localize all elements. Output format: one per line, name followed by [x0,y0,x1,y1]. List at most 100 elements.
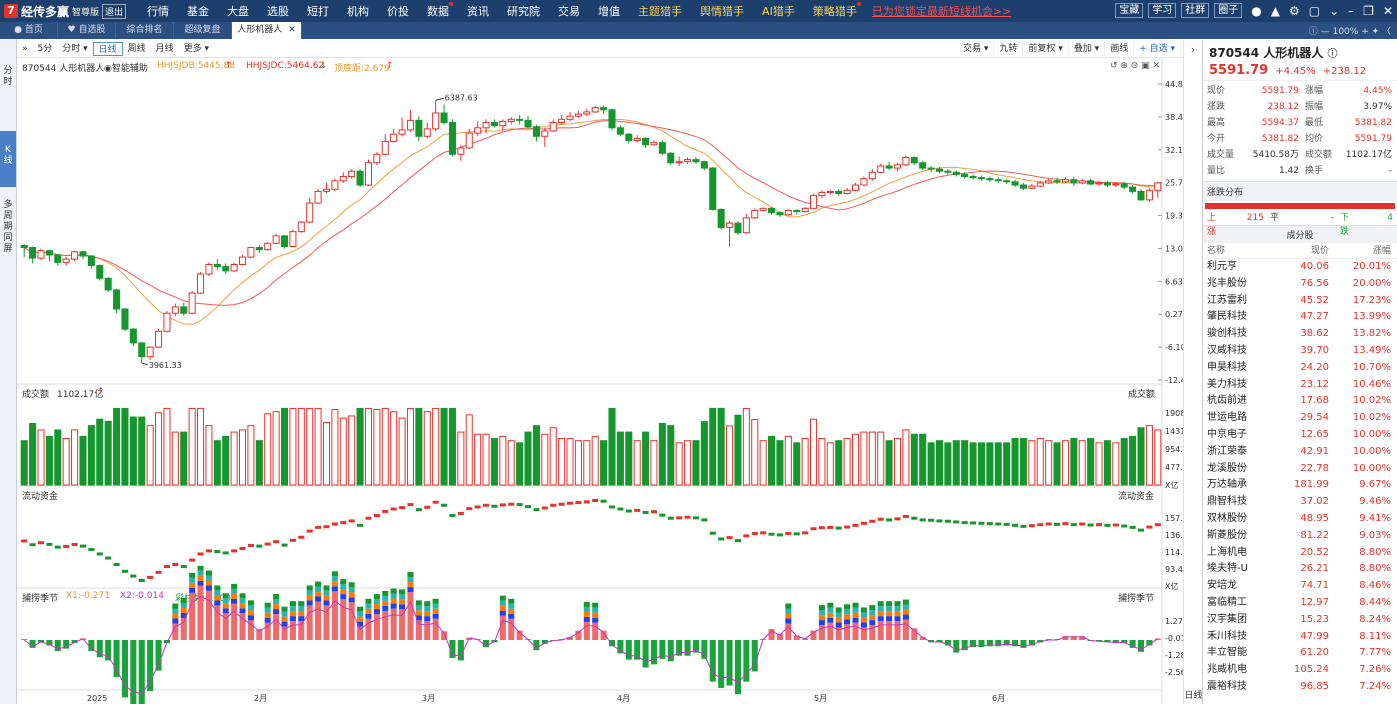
trade-menu[interactable]: 交易 ▾ [958,41,995,56]
circle-button[interactable]: 圈子 [1214,3,1243,18]
nine-turn-button[interactable]: 九转 [994,41,1024,56]
constituent-row[interactable]: 浙江荣泰 42.91 10.00% [1203,444,1397,461]
zoom-control[interactable]: ⓘ — 100% + ✦ 〈 [1308,27,1391,37]
constituent-row[interactable]: 汉威科技 39.70 13.49% [1203,343,1397,360]
tab-home[interactable]: ● 首页 [0,22,58,39]
menu-item[interactable]: 研究院 [507,5,541,18]
menu-item[interactable]: 资讯 [467,5,490,18]
period-month[interactable]: 月线 [155,43,174,54]
constituent-row[interactable]: 龙溪股份 22.78 10.00% [1203,461,1397,478]
collapse-icon[interactable]: » [22,43,28,54]
chevron-down-icon[interactable]: ⌄ [1329,3,1340,18]
period-more[interactable]: 更多 ▾ [183,43,210,54]
flow-mark [340,521,347,525]
constituent-row[interactable]: 富临精工 12.97 8.44% [1203,595,1397,612]
constituent-row[interactable]: 双林股份 48.95 9.41% [1203,511,1397,528]
menu-item[interactable]: 增值 [598,5,621,18]
constituent-row[interactable]: 骏创科技 38.62 13.82% [1203,326,1397,343]
color-bar [399,604,406,610]
smart-assist-toggle[interactable]: ◉智能辅助 [104,61,148,74]
menu-item[interactable]: 选股 [267,5,290,18]
constituent-row[interactable]: 利元亨 40.06 20.01% [1203,259,1397,276]
close-icon[interactable]: ✕ [1382,3,1393,18]
kline-chart[interactable]: 44.83% 38.46% 32.10% 25.73% 19.37% 13.00% 6.63… [17,58,1183,704]
constituent-row[interactable]: 兆威机电 105.24 7.26% [1203,662,1397,679]
menu-item[interactable]: 舆情猎手 [700,5,745,18]
constituent-row[interactable]: 上海机电 20.52 8.80% [1203,545,1397,562]
constituent-row[interactable]: 申昊科技 24.20 10.70% [1203,360,1397,377]
tab-robot[interactable]: 人形机器人 ✕ [232,22,302,39]
constituent-row[interactable]: 安培龙 74.71 8.46% [1203,578,1397,595]
add-watchlist-button[interactable]: + 自选 ▾ [1134,41,1181,56]
app-logo[interactable]: 7 经传多赢 智尊版 退出 [0,0,130,22]
constituent-row[interactable]: 禾川科技 47.99 8.11% [1203,629,1397,646]
period-timeshare[interactable]: 分时 ▾ [62,43,88,54]
constituent-row[interactable]: 斯菱股份 81.22 9.03% [1203,528,1397,545]
constituent-row[interactable]: 江苏雷利 45.52 17.23% [1203,293,1397,310]
constituent-row[interactable]: 埃夫特-U 26.21 8.80% [1203,561,1397,578]
promo-link[interactable]: 已为您锁定最新短线机会>> [871,5,1012,18]
right-panel-toggle[interactable]: › 日线 [1183,40,1203,704]
tab-watchlist[interactable]: ♥ 自选股 [58,22,116,39]
stock-change: 10.00% [1352,462,1391,474]
community-button[interactable]: 社群 [1181,3,1210,18]
menu-item[interactable]: 主题猎手 [638,5,683,18]
constituent-row[interactable]: 世运电路 29.54 10.02% [1203,410,1397,427]
exit-button[interactable]: 退出 [102,3,127,19]
view-multi-period[interactable]: 多周期同屏 [3,200,13,254]
menu-item[interactable]: 基金 [187,5,210,18]
constituent-row[interactable]: 万达轴承 181.99 9.67% [1203,477,1397,494]
tab-ranking[interactable]: 综合排名 [116,22,174,39]
constituent-row[interactable]: 鼎智科技 37.02 9.46% [1203,494,1397,511]
x-tick-label: 6月 [992,694,1005,703]
col-price[interactable]: 现价 [1310,246,1329,256]
constituent-row[interactable]: 杭齿前进 17.68 10.02% [1203,393,1397,410]
window-icon[interactable]: ▢ [1308,3,1321,18]
color-bar [306,585,313,591]
ma-line-short [23,118,1158,325]
stock-price: 45.52 [1300,294,1329,306]
menu-item[interactable]: 行情 [147,5,170,18]
menu-item[interactable]: 短打 [307,5,330,18]
volume-bar [935,440,944,486]
flow-mark [457,511,464,515]
menu-item[interactable]: 机构 [347,5,370,18]
period-day[interactable]: 日线 [92,41,123,56]
user-icon[interactable]: ● [1251,3,1262,18]
constituent-row[interactable]: 兆丰股份 76.56 20.00% [1203,276,1397,293]
restore-icon[interactable]: ❐ [1363,3,1374,18]
adjust-menu[interactable]: 前复权 ▾ [1023,41,1069,56]
col-change[interactable]: 涨幅 [1372,246,1391,256]
chart-controls[interactable]: ↺ ⊕ ⊝ ▣ ✕ [1110,61,1161,71]
constituent-row[interactable]: 震裕科技 96.85 7.24% [1203,679,1397,696]
menu-item[interactable]: 交易 [558,5,581,18]
constituent-row[interactable]: 汉宇集团 15.23 8.24% [1203,612,1397,629]
menu-item[interactable]: 价投 [387,5,410,18]
minimize-icon[interactable]: – [1348,3,1355,18]
draw-line-button[interactable]: 画线 [1105,41,1135,56]
constituent-row[interactable]: 中京电子 12.65 10.00% [1203,427,1397,444]
constituent-row[interactable]: 美力科技 23.12 10.46% [1203,377,1397,394]
bell-icon[interactable]: ▲ [1270,3,1280,18]
menu-item[interactable]: 大盘 [227,5,250,18]
flow-mark [239,547,246,550]
info-icon[interactable]: ⓘ [1327,49,1338,60]
close-tab-icon[interactable]: ✕ [288,25,296,35]
col-name[interactable]: 名称 [1207,246,1226,256]
menu-item[interactable]: AI猎手 [762,5,795,18]
constituent-row[interactable]: 丰立智能 61.20 7.77% [1203,645,1397,662]
treasure-button[interactable]: 宝藏 [1115,3,1144,18]
volume-bar [1011,438,1019,486]
period-5min[interactable]: 5分 [37,43,53,54]
learn-button[interactable]: 学习 [1148,3,1177,18]
volume-bar [742,407,750,486]
period-week[interactable]: 周线 [127,43,146,54]
overlay-menu[interactable]: 叠加 ▾ [1069,41,1106,56]
view-timeshare[interactable]: 分时 [3,66,13,87]
menu-item[interactable]: 数据 [418,2,458,19]
constituent-row[interactable]: 肇民科技 47.27 13.99% [1203,309,1397,326]
gear-icon[interactable]: ⚙ [1289,3,1300,18]
menu-item[interactable]: 策略猎手 [804,2,866,19]
tab-review[interactable]: 超级复盘 [174,22,232,39]
